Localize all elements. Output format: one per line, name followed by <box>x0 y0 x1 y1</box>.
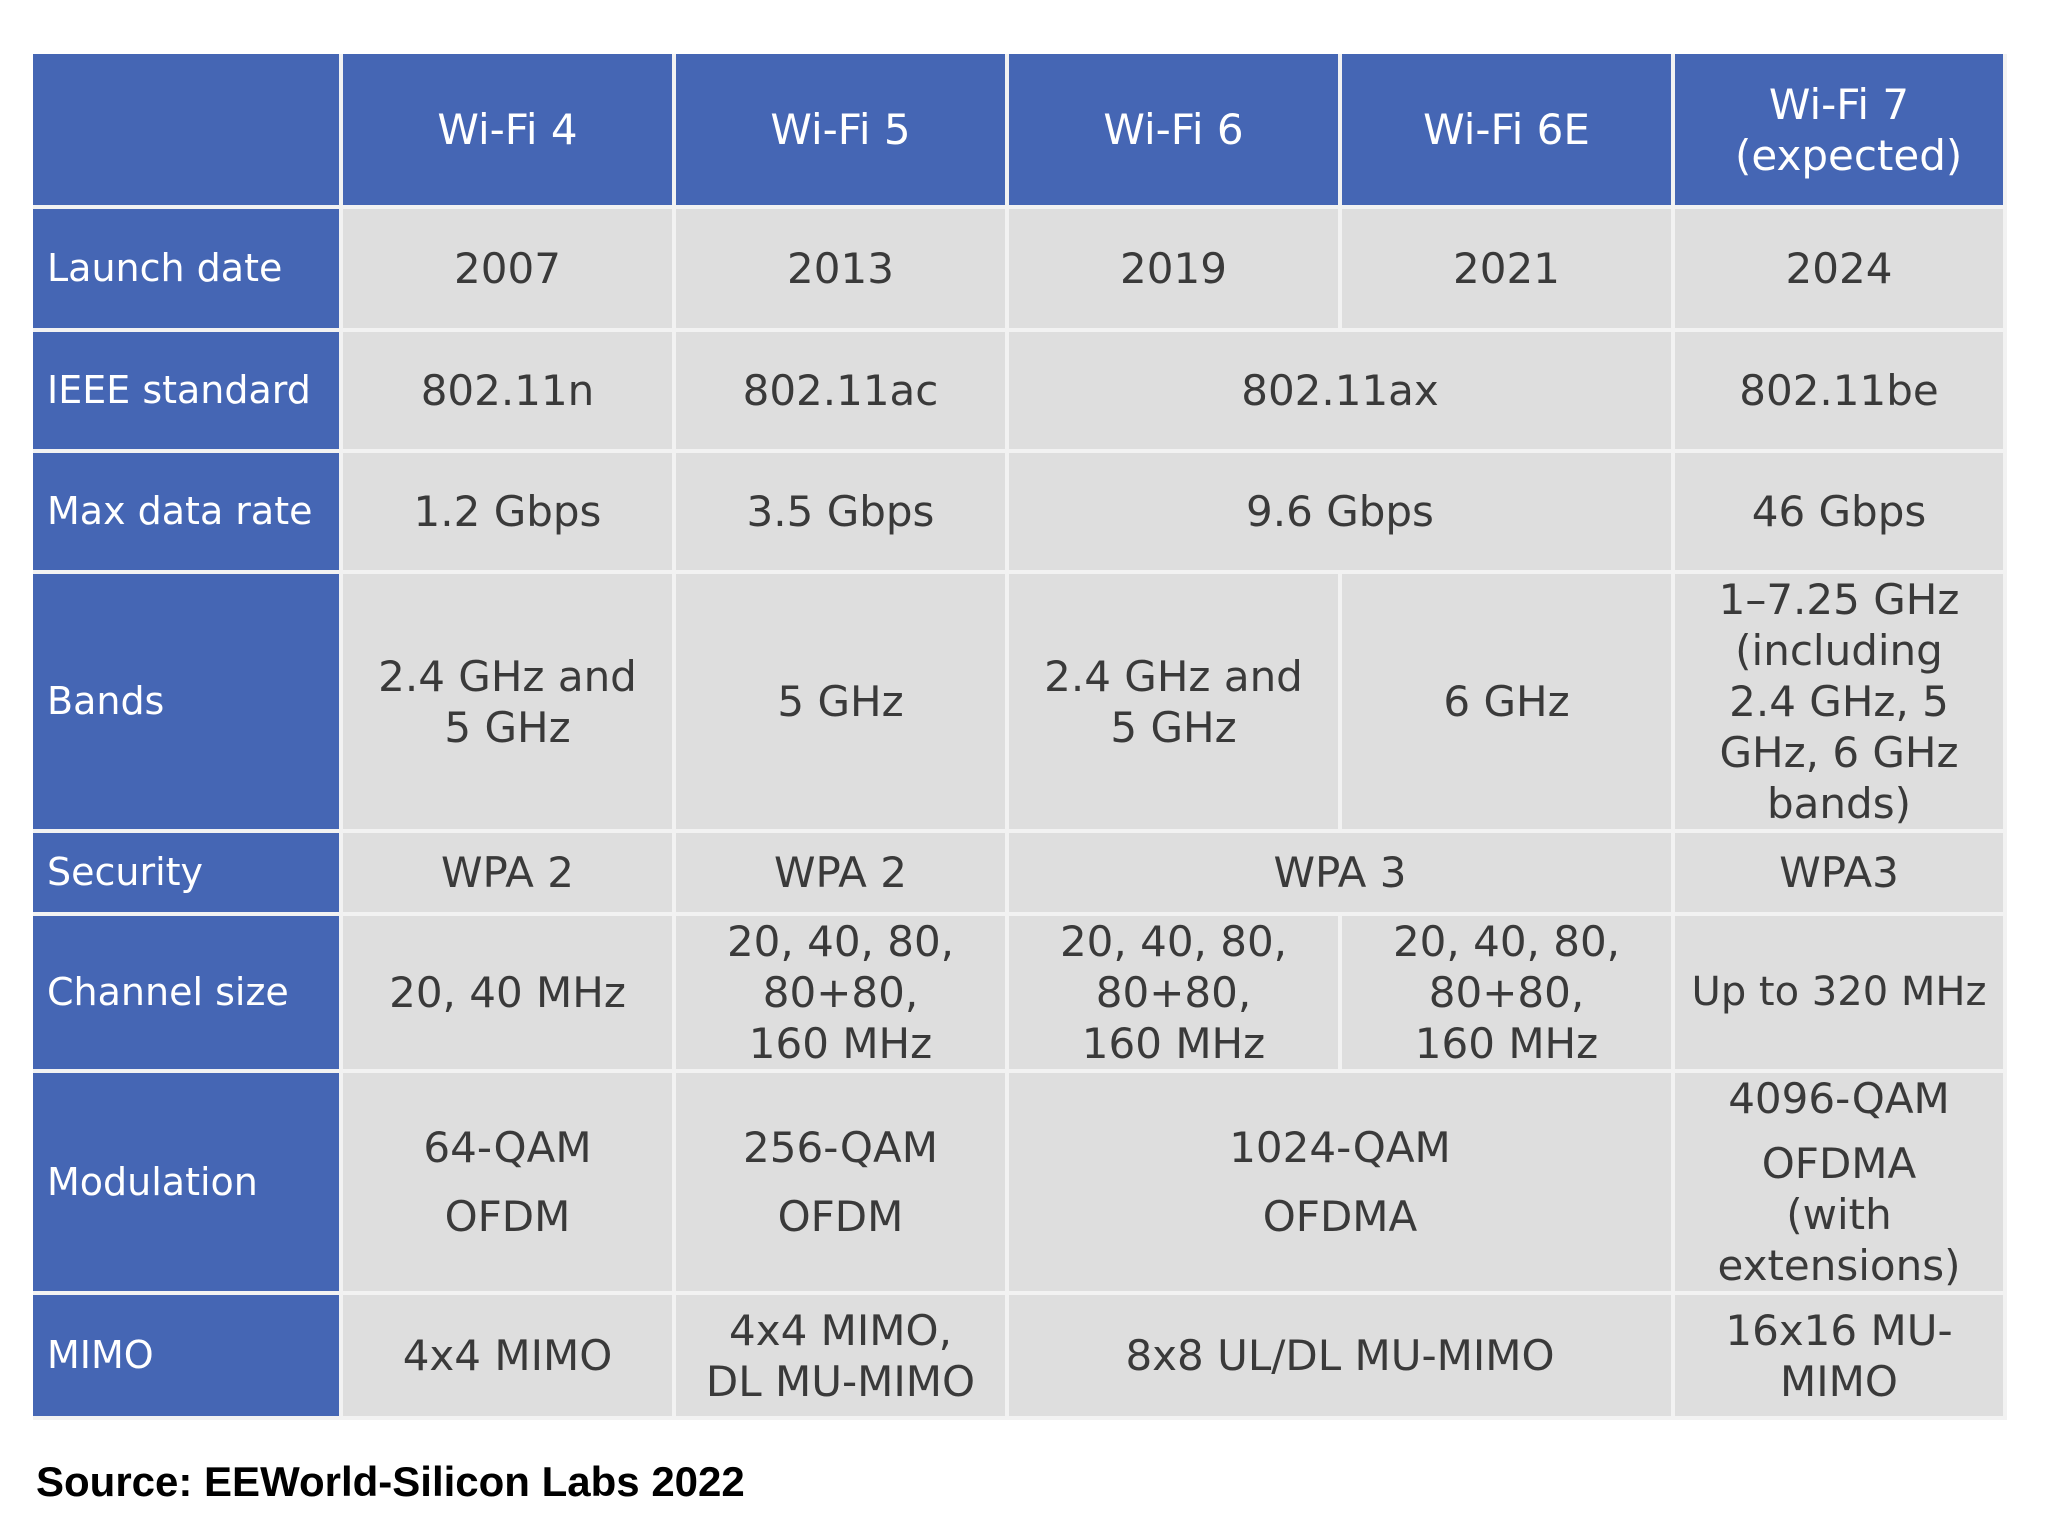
table-row: Bands 2.4 GHz and 5 GHz 5 GHz 2.4 GHz an… <box>33 574 2007 833</box>
row-header-max-data-rate: Max data rate <box>33 453 343 574</box>
cell-channel-size-wifi6: 20, 40, 80, 80+80, 160 MHz <box>1009 916 1342 1073</box>
table-row: Channel size 20, 40 MHz 20, 40, 80, 80+8… <box>33 916 2007 1073</box>
cell-bands-wifi7: 1–7.25 GHz (including 2.4 GHz, 5 GHz, 6 … <box>1675 574 2007 833</box>
cell-mimo-wifi6-6e: 8x8 UL/DL MU-MIMO <box>1009 1295 1675 1420</box>
cell-ieee-standard-wifi6-6e: 802.11ax <box>1009 332 1675 453</box>
cell-channel-size-wifi4: 20, 40 MHz <box>343 916 676 1073</box>
column-header-wifi6e: Wi-Fi 6E <box>1342 54 1675 209</box>
modulation-qam-text: 256-QAM <box>743 1123 938 1172</box>
cell-ieee-standard-wifi7: 802.11be <box>1675 332 2007 453</box>
cell-mimo-wifi7: 16x16 MU-MIMO <box>1675 1295 2007 1420</box>
cell-max-data-rate-wifi7: 46 Gbps <box>1675 453 2007 574</box>
modulation-ofdm-text: OFDM <box>777 1192 904 1241</box>
cell-launch-date-wifi7: 2024 <box>1675 209 2007 332</box>
cell-bands-wifi6e: 6 GHz <box>1342 574 1675 833</box>
cell-ieee-standard-wifi4: 802.11n <box>343 332 676 453</box>
cell-modulation-wifi4: 64-QAM OFDM <box>343 1073 676 1295</box>
cell-max-data-rate-wifi4: 1.2 Gbps <box>343 453 676 574</box>
cell-modulation-wifi5: 256-QAM OFDM <box>676 1073 1009 1295</box>
cell-launch-date-wifi6e: 2021 <box>1342 209 1675 332</box>
row-header-security: Security <box>33 833 343 916</box>
table-row: Modulation 64-QAM OFDM 256-QAM OFDM 1024… <box>33 1073 2007 1295</box>
cell-modulation-wifi7: 4096-QAM OFDMA (with extensions) <box>1675 1073 2007 1295</box>
modulation-ofdm-text: OFDMA (with extensions) <box>1717 1139 1961 1290</box>
cell-bands-wifi4: 2.4 GHz and 5 GHz <box>343 574 676 833</box>
wifi-comparison-table-wrapper: Wi-Fi 4 Wi-Fi 5 Wi-Fi 6 Wi-Fi 6E Wi-Fi 7… <box>33 54 2007 1420</box>
row-header-modulation: Modulation <box>33 1073 343 1295</box>
row-header-bands: Bands <box>33 574 343 833</box>
corner-header-cell <box>33 54 343 209</box>
modulation-qam-text: 4096-QAM <box>1728 1074 1950 1123</box>
row-header-launch-date: Launch date <box>33 209 343 332</box>
cell-security-wifi7: WPA3 <box>1675 833 2007 916</box>
cell-launch-date-wifi4: 2007 <box>343 209 676 332</box>
table-row: Max data rate 1.2 Gbps 3.5 Gbps 9.6 Gbps… <box>33 453 2007 574</box>
modulation-ofdm-text: OFDMA <box>1262 1192 1418 1241</box>
row-header-channel-size: Channel size <box>33 916 343 1073</box>
cell-security-wifi6-6e: WPA 3 <box>1009 833 1675 916</box>
column-header-wifi6: Wi-Fi 6 <box>1009 54 1342 209</box>
cell-channel-size-wifi7: Up to 320 MHz <box>1675 916 2007 1073</box>
cell-max-data-rate-wifi5: 3.5 Gbps <box>676 453 1009 574</box>
cell-modulation-wifi6-6e: 1024-QAM OFDMA <box>1009 1073 1675 1295</box>
cell-security-wifi4: WPA 2 <box>343 833 676 916</box>
cell-launch-date-wifi5: 2013 <box>676 209 1009 332</box>
table-row: IEEE standard 802.11n 802.11ac 802.11ax … <box>33 332 2007 453</box>
cell-launch-date-wifi6: 2019 <box>1009 209 1342 332</box>
cell-channel-size-wifi6e: 20, 40, 80, 80+80, 160 MHz <box>1342 916 1675 1073</box>
column-header-wifi5: Wi-Fi 5 <box>676 54 1009 209</box>
row-header-mimo: MIMO <box>33 1295 343 1420</box>
cell-bands-wifi5: 5 GHz <box>676 574 1009 833</box>
cell-ieee-standard-wifi5: 802.11ac <box>676 332 1009 453</box>
column-header-wifi7: Wi-Fi 7 (expected) <box>1675 54 2007 209</box>
table-row: Launch date 2007 2013 2019 2021 2024 <box>33 209 2007 332</box>
source-caption: Source: EEWorld-Silicon Labs 2022 <box>36 1458 745 1505</box>
modulation-ofdm-text: OFDM <box>444 1192 571 1241</box>
cell-channel-size-wifi5: 20, 40, 80, 80+80, 160 MHz <box>676 916 1009 1073</box>
header-row: Wi-Fi 4 Wi-Fi 5 Wi-Fi 6 Wi-Fi 6E Wi-Fi 7… <box>33 54 2007 209</box>
cell-max-data-rate-wifi6-6e: 9.6 Gbps <box>1009 453 1675 574</box>
cell-mimo-wifi4: 4x4 MIMO <box>343 1295 676 1420</box>
cell-mimo-wifi5: 4x4 MIMO, DL MU-MIMO <box>676 1295 1009 1420</box>
table-row: MIMO 4x4 MIMO 4x4 MIMO, DL MU-MIMO 8x8 U… <box>33 1295 2007 1420</box>
row-header-ieee-standard: IEEE standard <box>33 332 343 453</box>
table-row: Security WPA 2 WPA 2 WPA 3 WPA3 <box>33 833 2007 916</box>
cell-bands-wifi6: 2.4 GHz and 5 GHz <box>1009 574 1342 833</box>
modulation-qam-text: 64-QAM <box>423 1123 592 1172</box>
wifi-comparison-table: Wi-Fi 4 Wi-Fi 5 Wi-Fi 6 Wi-Fi 6E Wi-Fi 7… <box>33 54 2007 1420</box>
cell-security-wifi5: WPA 2 <box>676 833 1009 916</box>
modulation-qam-text: 1024-QAM <box>1229 1123 1451 1172</box>
column-header-wifi4: Wi-Fi 4 <box>343 54 676 209</box>
